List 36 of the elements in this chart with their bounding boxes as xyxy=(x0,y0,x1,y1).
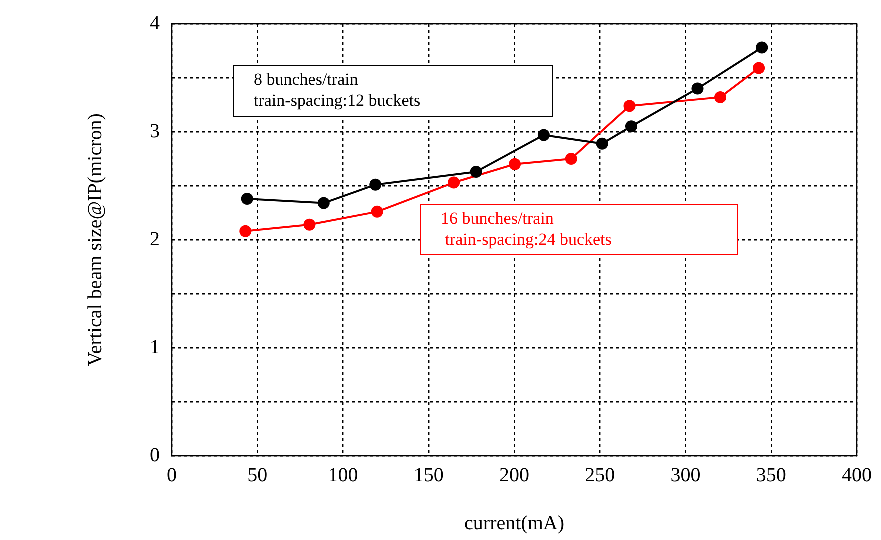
point xyxy=(753,62,766,74)
point xyxy=(625,120,638,133)
point xyxy=(304,218,316,231)
point xyxy=(241,192,254,205)
label-box: 8 bunches/train train-spacing:12 buckets xyxy=(233,65,553,117)
point xyxy=(756,42,768,54)
x-tick-label: 300 xyxy=(670,464,701,486)
x-tick-label: 350 xyxy=(756,464,786,486)
point xyxy=(565,153,578,165)
x-tick-label: 250 xyxy=(585,464,616,486)
label-box: 16 bunches/train train-spacing:24 buckets xyxy=(420,204,738,255)
y-tick-label: 4 xyxy=(150,12,160,34)
point xyxy=(470,166,482,178)
point xyxy=(318,197,330,210)
y-axis-title: Vertical beam size@IP(micron) xyxy=(84,114,106,366)
y-tick-label: 3 xyxy=(150,120,160,142)
point xyxy=(624,100,636,112)
point xyxy=(371,206,384,218)
point xyxy=(538,129,550,142)
point xyxy=(509,158,522,170)
point xyxy=(596,138,608,150)
x-axis-title: current(mA) xyxy=(464,512,564,534)
x-tick-label: 200 xyxy=(500,464,530,486)
point xyxy=(240,225,252,238)
point xyxy=(448,176,460,189)
point xyxy=(370,178,382,191)
y-tick-label: 2 xyxy=(150,228,160,250)
point xyxy=(692,82,704,95)
x-tick-label: 400 xyxy=(842,464,872,486)
x-tick-label: 150 xyxy=(414,464,444,486)
x-tick-label: 100 xyxy=(328,464,358,486)
x-tick-label: 50 xyxy=(248,464,268,486)
x-tick-label: 0 xyxy=(167,464,177,486)
y-tick-label: 0 xyxy=(150,444,160,466)
point xyxy=(714,91,727,104)
y-tick-label: 1 xyxy=(150,336,160,358)
